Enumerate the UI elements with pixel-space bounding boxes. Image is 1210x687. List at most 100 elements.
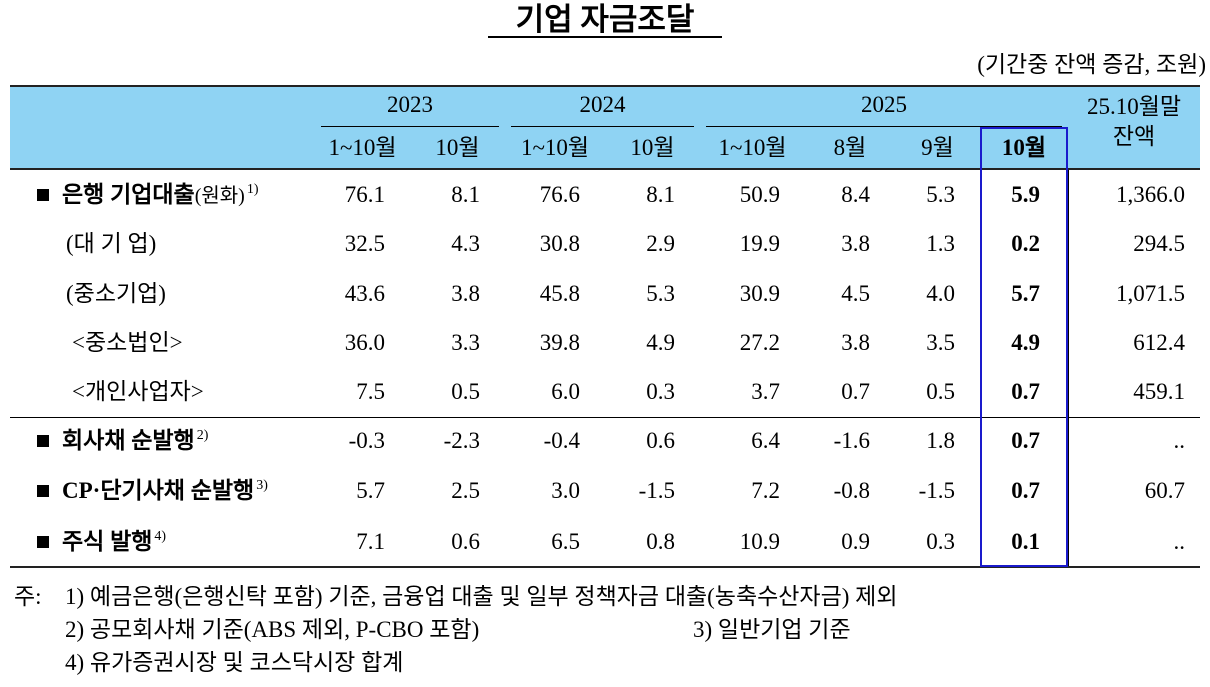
cell-value: 3.5	[926, 330, 955, 355]
bullet	[37, 189, 49, 201]
bullet	[37, 485, 49, 497]
row-label-text: 은행 기업대출	[62, 182, 195, 207]
cell-value: 45.8	[539, 281, 580, 306]
row-label: 주식 발행 4)	[62, 527, 166, 561]
row-label: 회사채 순발행 2)	[62, 426, 208, 460]
sub-header: 9월	[921, 135, 954, 160]
year-underline	[511, 126, 694, 127]
cell-value: 3.7	[751, 379, 780, 404]
cell-value: 4.3	[451, 231, 480, 256]
balance-value: 1,071.5	[1116, 281, 1185, 306]
cell-value: 6.4	[751, 428, 780, 453]
row-label: <중소법인>	[72, 330, 183, 355]
sub-header: 1~10월	[328, 135, 397, 160]
balance-value: 612.4	[1133, 330, 1185, 355]
row-label: (중소기업)	[66, 281, 166, 306]
cell-value: 2.5	[451, 478, 480, 503]
cell-value: 2.9	[646, 231, 675, 256]
cell-value: 0.7	[1011, 478, 1040, 503]
sub-header: 10월	[435, 135, 480, 160]
year-underline	[321, 126, 499, 127]
cell-value: 4.9	[646, 330, 675, 355]
footnote-ref: 2)	[196, 428, 209, 443]
cell-value: 6.5	[551, 529, 580, 554]
row-qualifier: (원화)	[194, 185, 245, 207]
cell-value: 0.5	[926, 379, 955, 404]
footnote: 1) 예금은행(은행신탁 포함) 기준, 금융업 대출 및 일부 정책자금 대출…	[65, 584, 898, 609]
cell-value: 0.7	[841, 379, 870, 404]
cell-value: 27.2	[739, 330, 780, 355]
cell-value: 7.1	[356, 529, 385, 554]
cell-value: -0.3	[348, 428, 385, 453]
cell-value: 76.6	[539, 182, 580, 207]
row-label: CP·단기사채 순발행 3)	[62, 476, 268, 510]
footnote: 2) 공모회사채 기준(ABS 제외, P-CBO 포함)	[65, 617, 480, 642]
row-label-text: 회사채 순발행	[62, 428, 195, 453]
cell-value: 3.8	[841, 330, 870, 355]
cell-value: 30.9	[739, 281, 780, 306]
row-label: <개인사업자>	[72, 379, 204, 404]
cell-value: 4.5	[841, 281, 870, 306]
footnote: 3) 일반기업 기준	[693, 617, 851, 642]
balance-value: 1,366.0	[1116, 182, 1185, 207]
cell-value: 3.3	[451, 330, 480, 355]
balance-value: 60.7	[1144, 478, 1185, 503]
cell-value: 0.9	[841, 529, 870, 554]
cell-value: -0.8	[833, 478, 870, 503]
cell-value: -0.4	[543, 428, 580, 453]
cell-value: 19.9	[739, 231, 780, 256]
cell-value: 50.9	[739, 182, 780, 207]
cell-value: 30.8	[539, 231, 580, 256]
cell-value: 5.7	[356, 478, 385, 503]
cell-value: 3.8	[841, 231, 870, 256]
year-header: 2025	[861, 92, 907, 117]
cell-value: 7.2	[751, 478, 780, 503]
cell-value: 39.8	[539, 330, 580, 355]
cell-value: 0.3	[646, 379, 675, 404]
cell-value: 32.5	[344, 231, 385, 256]
cell-value: 5.9	[1011, 182, 1040, 207]
balance-value: ..	[1173, 529, 1186, 554]
year-header: 2023	[387, 92, 433, 117]
balance-value: 459.1	[1133, 379, 1185, 404]
year-underline	[706, 126, 1062, 127]
cell-value: 5.3	[926, 182, 955, 207]
balance-value: ..	[1173, 428, 1186, 453]
cell-value: 0.7	[1011, 428, 1040, 453]
row-separator	[10, 417, 1200, 418]
sub-header: 1~10월	[520, 135, 590, 160]
cell-value: -1.5	[918, 478, 955, 503]
balance-value: 294.5	[1133, 231, 1185, 256]
bullet	[37, 536, 49, 548]
cell-value: -1.6	[833, 428, 870, 453]
footnote: 4) 유가증권시장 및 코스닥시장 합계	[65, 650, 404, 675]
cell-value: 0.2	[1011, 231, 1040, 256]
cell-value: 0.8	[646, 529, 675, 554]
cell-value: 0.3	[926, 529, 955, 554]
footnote-ref: 4)	[154, 529, 167, 544]
bullet	[37, 435, 49, 447]
cell-value: 0.7	[1011, 379, 1040, 404]
cell-value: 0.6	[646, 428, 675, 453]
cell-value: 10.9	[739, 529, 780, 554]
cell-value: 0.6	[451, 529, 480, 554]
cell-value: 7.5	[356, 379, 385, 404]
sub-header: 8월	[833, 135, 867, 160]
cell-value: 8.1	[646, 182, 675, 207]
balance-header: 25.10월말	[1086, 94, 1182, 119]
cell-value: 1.8	[926, 428, 955, 453]
cell-value: 8.1	[451, 182, 480, 207]
table-bottom	[10, 566, 1200, 568]
cell-value: -2.3	[443, 428, 480, 453]
cell-value: 3.0	[551, 478, 580, 503]
cell-value: 36.0	[344, 330, 385, 355]
title: 기업 자금조달	[515, 2, 695, 37]
cell-value: 4.0	[926, 281, 955, 306]
unit: (기간중 잔액 증감, 조원)	[977, 52, 1206, 77]
year-header: 2024	[579, 92, 626, 117]
sub-header: 10월	[630, 135, 675, 160]
cell-value: 8.4	[841, 182, 870, 207]
cell-value: 0.5	[451, 379, 480, 404]
sub-header: 1~10월	[718, 135, 787, 160]
